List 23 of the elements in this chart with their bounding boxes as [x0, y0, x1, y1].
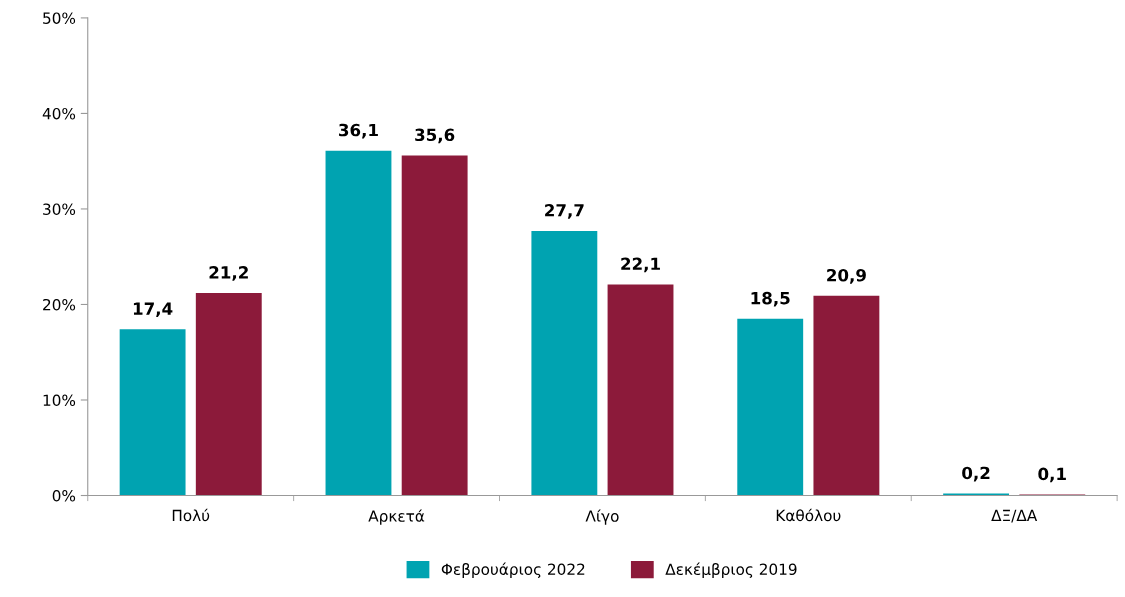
y-tick-label: 50% — [43, 12, 76, 24]
data-label: 17,4 — [133, 302, 173, 318]
y-tick-label: 20% — [43, 298, 76, 311]
x-tick-label: Καθόλου — [776, 508, 841, 522]
data-label: 21,2 — [209, 266, 248, 281]
y-tick-label: 0% — [52, 489, 76, 502]
data-label: 0,2 — [962, 466, 990, 482]
x-tick-label: Πολύ — [172, 508, 210, 522]
x-tick-label: ΔΞ/ΔΑ — [991, 509, 1038, 523]
y-tick-label: 30% — [43, 203, 76, 215]
data-label: 18,5 — [751, 291, 790, 307]
data-label: 27,7 — [545, 203, 584, 219]
data-label: 35,6 — [415, 128, 455, 144]
x-tick-label: Αρκετά — [368, 509, 425, 525]
data-label: 22,1 — [621, 257, 660, 273]
data-label: 0,1 — [1038, 467, 1066, 483]
data-label: 36,1 — [339, 123, 378, 139]
legend-label: Φεβρουάριος 2022 — [441, 562, 585, 578]
data-label: 20,9 — [827, 268, 866, 284]
legend-label: Δεκέμβριος 2019 — [665, 562, 797, 578]
x-tick-label: Λίγο — [585, 509, 619, 525]
y-tick-label: 40% — [42, 107, 76, 120]
y-tick-label: 10% — [43, 394, 76, 407]
